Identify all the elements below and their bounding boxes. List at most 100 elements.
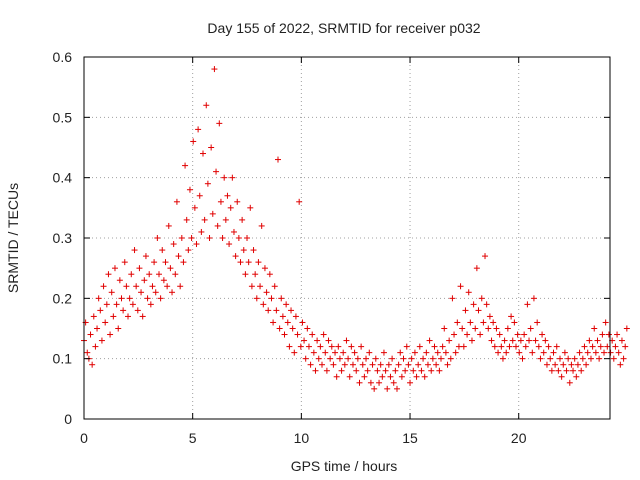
data-point — [134, 307, 141, 314]
data-point — [170, 241, 177, 248]
data-point — [139, 313, 146, 320]
data-point — [517, 337, 524, 344]
data-point — [485, 325, 492, 332]
data-point — [618, 337, 625, 344]
data-point — [330, 361, 337, 368]
data-point — [121, 259, 128, 266]
data-point — [526, 337, 533, 344]
data-point — [601, 349, 608, 356]
data-point — [102, 319, 109, 326]
data-point — [115, 325, 122, 332]
data-point — [206, 235, 213, 241]
data-point — [255, 259, 262, 266]
data-point — [354, 355, 361, 362]
data-point — [346, 373, 353, 380]
data-point — [478, 295, 485, 302]
data-point — [519, 355, 526, 362]
data-point — [201, 216, 208, 223]
data-point — [565, 355, 572, 362]
data-point — [301, 337, 308, 344]
data-point — [261, 265, 268, 272]
data-point — [605, 331, 612, 338]
x-tick-label: 5 — [189, 430, 197, 446]
data-point — [284, 319, 291, 326]
data-point — [364, 367, 371, 374]
data-point — [147, 301, 154, 308]
data-point — [413, 373, 420, 380]
data-point — [98, 337, 105, 344]
data-point — [128, 271, 135, 278]
data-point — [198, 228, 205, 235]
data-point — [491, 343, 498, 350]
data-point — [524, 301, 531, 308]
data-point — [392, 367, 399, 374]
data-point — [615, 349, 622, 356]
data-point — [310, 349, 317, 356]
data-point — [273, 307, 280, 314]
axis-ticks: 0 5 10 15 20 0 0.1 0.2 0.3 0.4 0.5 0.6 — [53, 49, 610, 446]
data-point — [248, 283, 255, 290]
data-point — [429, 355, 436, 362]
data-point — [539, 331, 546, 338]
data-point — [490, 319, 497, 326]
data-point — [506, 343, 513, 350]
data-point — [420, 355, 427, 362]
data-point — [504, 325, 511, 332]
data-point — [265, 307, 272, 314]
data-point — [250, 247, 257, 254]
data-point — [464, 331, 471, 338]
data-point — [584, 349, 591, 356]
data-point — [512, 343, 519, 350]
data-point — [548, 367, 555, 374]
data-point — [460, 343, 467, 350]
data-point — [592, 349, 599, 356]
data-point — [336, 355, 343, 362]
data-point — [103, 301, 110, 308]
data-point — [617, 361, 624, 368]
data-point — [415, 361, 422, 368]
data-point — [237, 259, 244, 266]
data-point — [204, 180, 211, 187]
data-point — [155, 271, 162, 278]
data-point — [473, 265, 480, 272]
data-point — [566, 379, 573, 386]
data-point — [327, 355, 334, 362]
data-point — [570, 367, 577, 374]
data-point — [100, 283, 107, 290]
data-point — [594, 337, 601, 344]
data-point — [366, 349, 373, 356]
data-point — [599, 331, 606, 338]
data-point — [545, 343, 552, 350]
data-point — [116, 277, 123, 284]
data-point — [289, 325, 296, 332]
data-point — [622, 343, 629, 350]
data-point — [175, 253, 182, 260]
data-point — [188, 235, 195, 241]
data-point — [426, 337, 433, 344]
data-point — [398, 373, 405, 380]
data-point — [162, 259, 169, 266]
data-point — [351, 349, 358, 356]
data-point — [211, 66, 218, 73]
data-point — [374, 367, 381, 374]
data-point — [348, 343, 355, 350]
data-point — [271, 283, 278, 290]
data-point — [371, 385, 378, 392]
data-point — [219, 235, 226, 241]
data-point — [107, 331, 114, 338]
data-point — [583, 361, 590, 368]
data-point — [400, 355, 407, 362]
data-point — [260, 301, 267, 308]
data-point — [138, 289, 145, 296]
data-point — [402, 367, 409, 374]
data-point — [349, 361, 356, 368]
data-point — [232, 253, 239, 260]
data-point — [353, 367, 360, 374]
data-point — [568, 361, 575, 368]
data-point — [164, 283, 171, 290]
x-tick-label: 0 — [80, 430, 88, 446]
data-point — [591, 325, 598, 332]
data-point — [226, 241, 233, 248]
data-point — [407, 379, 414, 386]
